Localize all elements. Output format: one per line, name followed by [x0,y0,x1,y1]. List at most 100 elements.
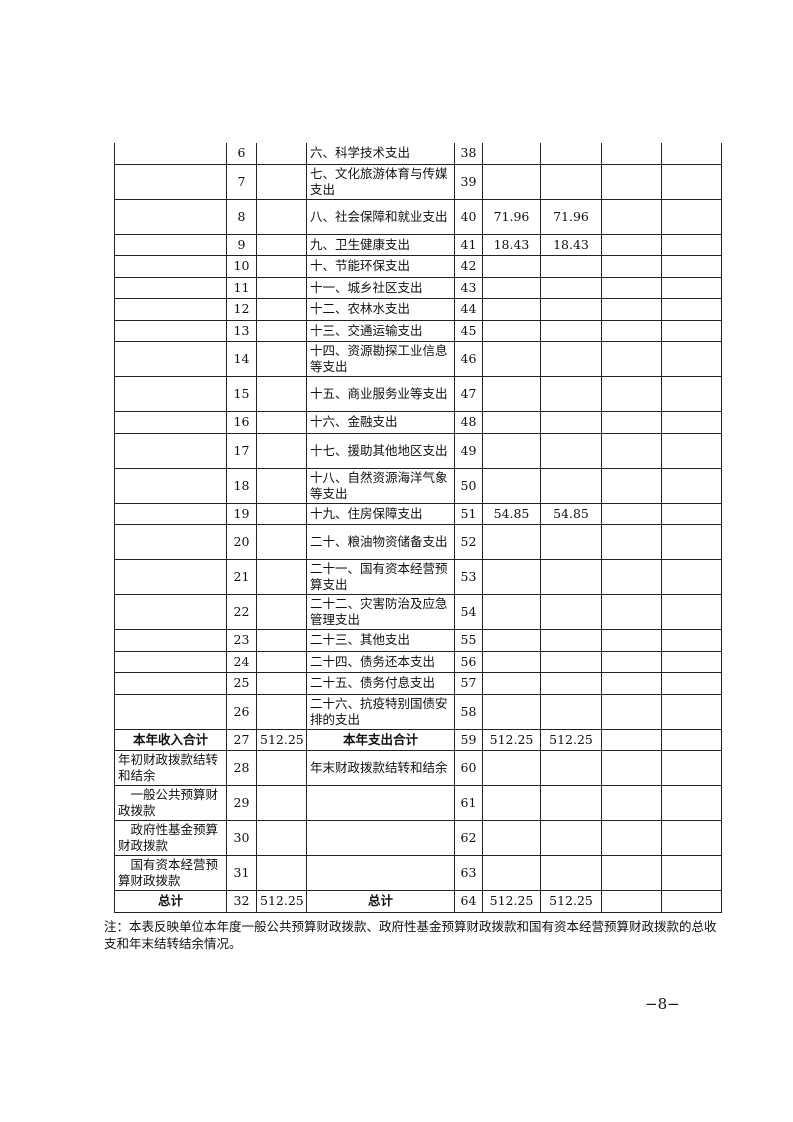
income-item-cell [114,198,227,235]
expense-general-budget-cell [540,524,602,560]
expense-general-budget-cell [540,785,602,821]
expense-item-cell: 二十四、债务还本支出 [306,650,455,673]
expense-fund-budget-cell [601,820,662,856]
expense-total-cell [482,750,541,786]
income-line-no-cell: 31 [226,855,257,891]
income-amount-cell [256,298,307,321]
expense-item-cell: 十二、农林水支出 [306,298,455,321]
expense-line-no-cell: 53 [454,559,483,595]
expense-item-cell: 十八、自然资源海洋气象等支出 [306,467,455,504]
income-amount-cell [256,163,307,200]
expense-total-cell: 18.43 [482,233,541,256]
expense-line-no-cell: 49 [454,432,483,469]
expense-line-no-cell: 50 [454,467,483,504]
expense-item-cell: 六、科学技术支出 [306,143,455,165]
income-item-cell [114,276,227,299]
income-item-cell: 国有资本经营预算财政拨款 [114,855,227,891]
expense-total-cell [482,524,541,560]
income-amount-cell [256,594,307,630]
table-row: 20 二十、粮油物资储备支出 52 [114,524,722,560]
income-item-cell [114,693,227,730]
income-line-no-cell: 24 [226,650,257,673]
expense-item-cell: 七、文化旅游体育与传媒支出 [306,163,455,200]
expense-line-no-cell: 45 [454,319,483,342]
expense-item-cell: 九、卫生健康支出 [306,233,455,256]
expense-line-no-cell: 55 [454,629,483,652]
expense-state-capital-budget-cell [661,319,722,342]
expense-general-budget-cell [540,559,602,595]
income-amount-cell [256,750,307,786]
income-amount-cell [256,559,307,595]
expense-item-cell: 十六、金融支出 [306,411,455,434]
expense-total-cell [482,855,541,891]
expense-item-cell: 十九、住房保障支出 [306,502,455,525]
table-row: 22 二十二、灾害防治及应急管理支出 54 [114,594,722,630]
expense-line-no-cell: 52 [454,524,483,560]
expense-state-capital-budget-cell [661,820,722,856]
expense-fund-budget-cell [601,376,662,412]
income-item-cell [114,163,227,200]
income-item-cell [114,432,227,469]
expense-line-no-cell: 51 [454,502,483,525]
expense-general-budget-cell [540,143,602,165]
income-line-no-cell: 20 [226,524,257,560]
expense-line-no-cell: 48 [454,411,483,434]
expense-total-cell [482,629,541,652]
income-line-no-cell: 27 [226,728,257,751]
expense-state-capital-budget-cell [661,594,722,630]
expense-general-budget-cell [540,672,602,695]
table-row: 8 八、社会保障和就业支出 40 71.96 71.96 [114,198,722,235]
table-row: 17 十七、援助其他地区支出 49 [114,432,722,469]
income-item-cell: 本年收入合计 [114,728,227,751]
income-item-cell [114,629,227,652]
income-item-cell [114,467,227,504]
expense-fund-budget-cell [601,785,662,821]
expense-general-budget-cell [540,594,602,630]
expense-total-cell [482,432,541,469]
expense-state-capital-budget-cell [661,376,722,412]
expense-item-cell: 二十三、其他支出 [306,629,455,652]
income-line-no-cell: 7 [226,163,257,200]
expense-item-cell: 八、社会保障和就业支出 [306,198,455,235]
expense-state-capital-budget-cell [661,672,722,695]
income-item-cell [114,594,227,630]
expense-line-no-cell: 60 [454,750,483,786]
expense-general-budget-cell [540,319,602,342]
expense-general-budget-cell [540,750,602,786]
income-item-cell [114,559,227,595]
expense-state-capital-budget-cell [661,233,722,256]
table-row: 11 十一、城乡社区支出 43 [114,276,722,299]
expense-line-no-cell: 42 [454,255,483,278]
expense-item-cell: 二十五、债务付息支出 [306,672,455,695]
income-item-cell [114,319,227,342]
income-line-no-cell: 9 [226,233,257,256]
income-amount-cell [256,255,307,278]
expense-fund-budget-cell [601,276,662,299]
expense-fund-budget-cell [601,728,662,751]
expense-state-capital-budget-cell [661,502,722,525]
expense-general-budget-cell [540,820,602,856]
expense-fund-budget-cell [601,233,662,256]
expense-general-budget-cell [540,467,602,504]
expense-state-capital-budget-cell [661,750,722,786]
table-row: 18 十八、自然资源海洋气象等支出 50 [114,467,722,504]
expense-state-capital-budget-cell [661,163,722,200]
expense-fund-budget-cell [601,524,662,560]
expense-state-capital-budget-cell [661,650,722,673]
income-item-cell: 总计 [114,890,227,913]
expense-fund-budget-cell [601,890,662,913]
expense-fund-budget-cell [601,650,662,673]
expense-state-capital-budget-cell [661,298,722,321]
table-row: 7 七、文化旅游体育与传媒支出 39 [114,163,722,200]
table-row: 25 二十五、债务付息支出 57 [114,672,722,695]
table-row: 总计 32 512.25 总计 64 512.25 512.25 [114,890,722,913]
expense-item-cell: 十四、资源勘探工业信息等支出 [306,341,455,377]
expense-line-no-cell: 44 [454,298,483,321]
expense-line-no-cell: 43 [454,276,483,299]
expense-total-cell [482,672,541,695]
income-amount-cell [256,672,307,695]
table-row: 21 二十一、国有资本经营预算支出 53 [114,559,722,595]
income-line-no-cell: 28 [226,750,257,786]
table-row: 9 九、卫生健康支出 41 18.43 18.43 [114,233,722,256]
expense-total-cell: 512.25 [482,728,541,751]
